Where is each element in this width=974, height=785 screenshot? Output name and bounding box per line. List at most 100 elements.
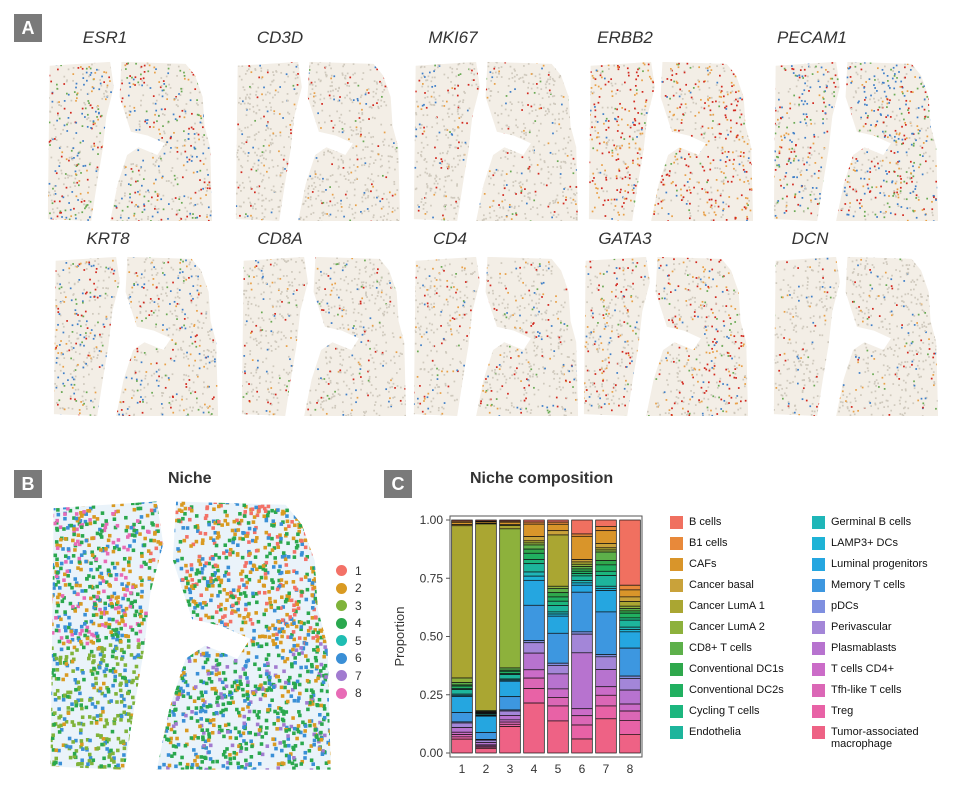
bar-segment — [619, 584, 641, 591]
legend-swatch-icon — [812, 600, 825, 613]
gene-title: MKI67 — [428, 28, 478, 47]
cell-type-label: B cells — [689, 516, 722, 528]
niche-legend-item: 6 — [336, 650, 362, 668]
bar-segment — [499, 680, 521, 698]
bar-segment — [451, 738, 473, 754]
cell-type-legend-item: Conventional DC2s — [670, 684, 808, 697]
x-tick-label: 6 — [579, 762, 586, 776]
bar-segment — [523, 536, 545, 542]
legend-swatch-icon — [812, 579, 825, 592]
niche-composition-chart: 0.00 0.25 0.50 0.75 1.00 Proportion 1 2 3 4 5 6 7 8 — [392, 513, 643, 776]
panel-c-label: C — [384, 470, 412, 498]
niche-legend-label: 2 — [355, 581, 362, 596]
legend-swatch-icon — [812, 642, 825, 655]
legend-dot-icon — [336, 652, 347, 664]
gene-title: CD3D — [256, 28, 304, 47]
bar-segment — [571, 575, 593, 581]
bar-segment — [523, 544, 545, 550]
bar-segment — [619, 720, 641, 735]
panel-b-label: B — [14, 470, 42, 498]
legend-swatch-icon — [670, 705, 683, 718]
x-tick-label: 4 — [531, 762, 538, 776]
bar-segment — [547, 596, 569, 602]
bar-segment — [547, 705, 569, 722]
legend-swatch-icon — [812, 558, 825, 571]
bar-segment — [571, 652, 593, 710]
legend-swatch-icon — [812, 516, 825, 529]
bar-segment — [619, 519, 641, 586]
bar-segment — [619, 601, 641, 607]
niche-legend-item: 4 — [336, 615, 362, 633]
cell-type-label: Luminal progenitors — [831, 558, 928, 570]
niche-legend-label: 5 — [355, 633, 362, 648]
bar-segment — [619, 631, 641, 649]
bar-segment — [499, 726, 521, 754]
cell-type-legend-item: Cancer basal — [670, 579, 808, 592]
bar-segment — [571, 584, 593, 593]
cell-type-legend-item: Tumor-associated macrophage — [812, 726, 962, 750]
bar-segment — [523, 669, 545, 679]
bar-segment — [523, 563, 545, 573]
cell-type-label: Tumor-associated macrophage — [831, 726, 919, 750]
bar-segment — [499, 525, 521, 530]
legend-swatch-icon — [670, 663, 683, 676]
bar-segment — [595, 526, 617, 532]
gene-expression-map — [235, 61, 401, 222]
niche-legend-item: 7 — [336, 667, 362, 685]
bar-segment — [547, 720, 569, 754]
legend-dot-icon — [336, 600, 347, 612]
x-tick-label: 3 — [507, 762, 514, 776]
cell-type-label: Cancer basal — [689, 579, 754, 591]
cell-type-legend-item: B1 cells — [670, 537, 808, 550]
cell-type-legend-item: Tfh-like T cells — [812, 684, 962, 697]
niche-legend-label: 3 — [355, 598, 362, 613]
legend-swatch-icon — [812, 684, 825, 697]
bar-segment — [523, 604, 545, 642]
legend-swatch-icon — [670, 726, 683, 739]
y-tick-label: 1.00 — [420, 513, 444, 527]
bar-segment — [547, 615, 569, 634]
bar-segment — [547, 534, 569, 587]
bar-segment — [595, 718, 617, 754]
bar-segment — [547, 588, 569, 594]
legend-dot-icon — [336, 670, 347, 682]
bar-segment — [595, 669, 617, 688]
niche-legend-item: 3 — [336, 597, 362, 615]
niche-legend: 1 2 3 4 5 6 7 8 — [336, 562, 362, 702]
gene-expression-map — [583, 256, 749, 417]
cell-type-legend-item: Memory T cells — [812, 579, 962, 592]
bar-segment — [595, 570, 617, 576]
legend-swatch-icon — [812, 663, 825, 676]
cell-type-legend-item: pDCs — [812, 600, 962, 613]
gene-expression-map — [241, 256, 407, 417]
gene-expression-map — [773, 256, 939, 417]
cell-type-legend-item: Plasmablasts — [812, 642, 962, 655]
cell-type-legend-item: Cancer LumA 1 — [670, 600, 808, 613]
bar-segment — [451, 712, 473, 723]
panel-a-label: A — [14, 14, 42, 42]
bar-segment — [595, 694, 617, 707]
bar-segment — [523, 575, 545, 581]
bar-segment — [547, 523, 569, 532]
legend-swatch-icon — [670, 579, 683, 592]
bar-segment — [499, 710, 521, 716]
legend-dot-icon — [336, 617, 347, 629]
bar-segment — [523, 642, 545, 654]
bar-segment — [619, 647, 641, 677]
gene-title: PECAM1 — [777, 28, 847, 47]
bar-segment — [595, 519, 617, 527]
gene-expression-map — [47, 61, 213, 222]
bar-segment — [547, 600, 569, 606]
cell-type-label: pDCs — [831, 600, 859, 612]
cell-type-label: T cells CD4+ — [831, 663, 895, 675]
legend-swatch-icon — [670, 600, 683, 613]
cell-type-legend-item: Germinal B cells — [812, 516, 962, 529]
bar-segment — [619, 589, 641, 598]
gene-title: CD8A — [257, 229, 303, 248]
bar-segment — [499, 696, 521, 711]
gene-title: DCN — [791, 229, 829, 248]
legend-swatch-icon — [812, 621, 825, 634]
cell-type-label: Treg — [831, 705, 854, 717]
bar-segment — [451, 525, 473, 679]
niche-legend-label: 4 — [355, 616, 362, 631]
